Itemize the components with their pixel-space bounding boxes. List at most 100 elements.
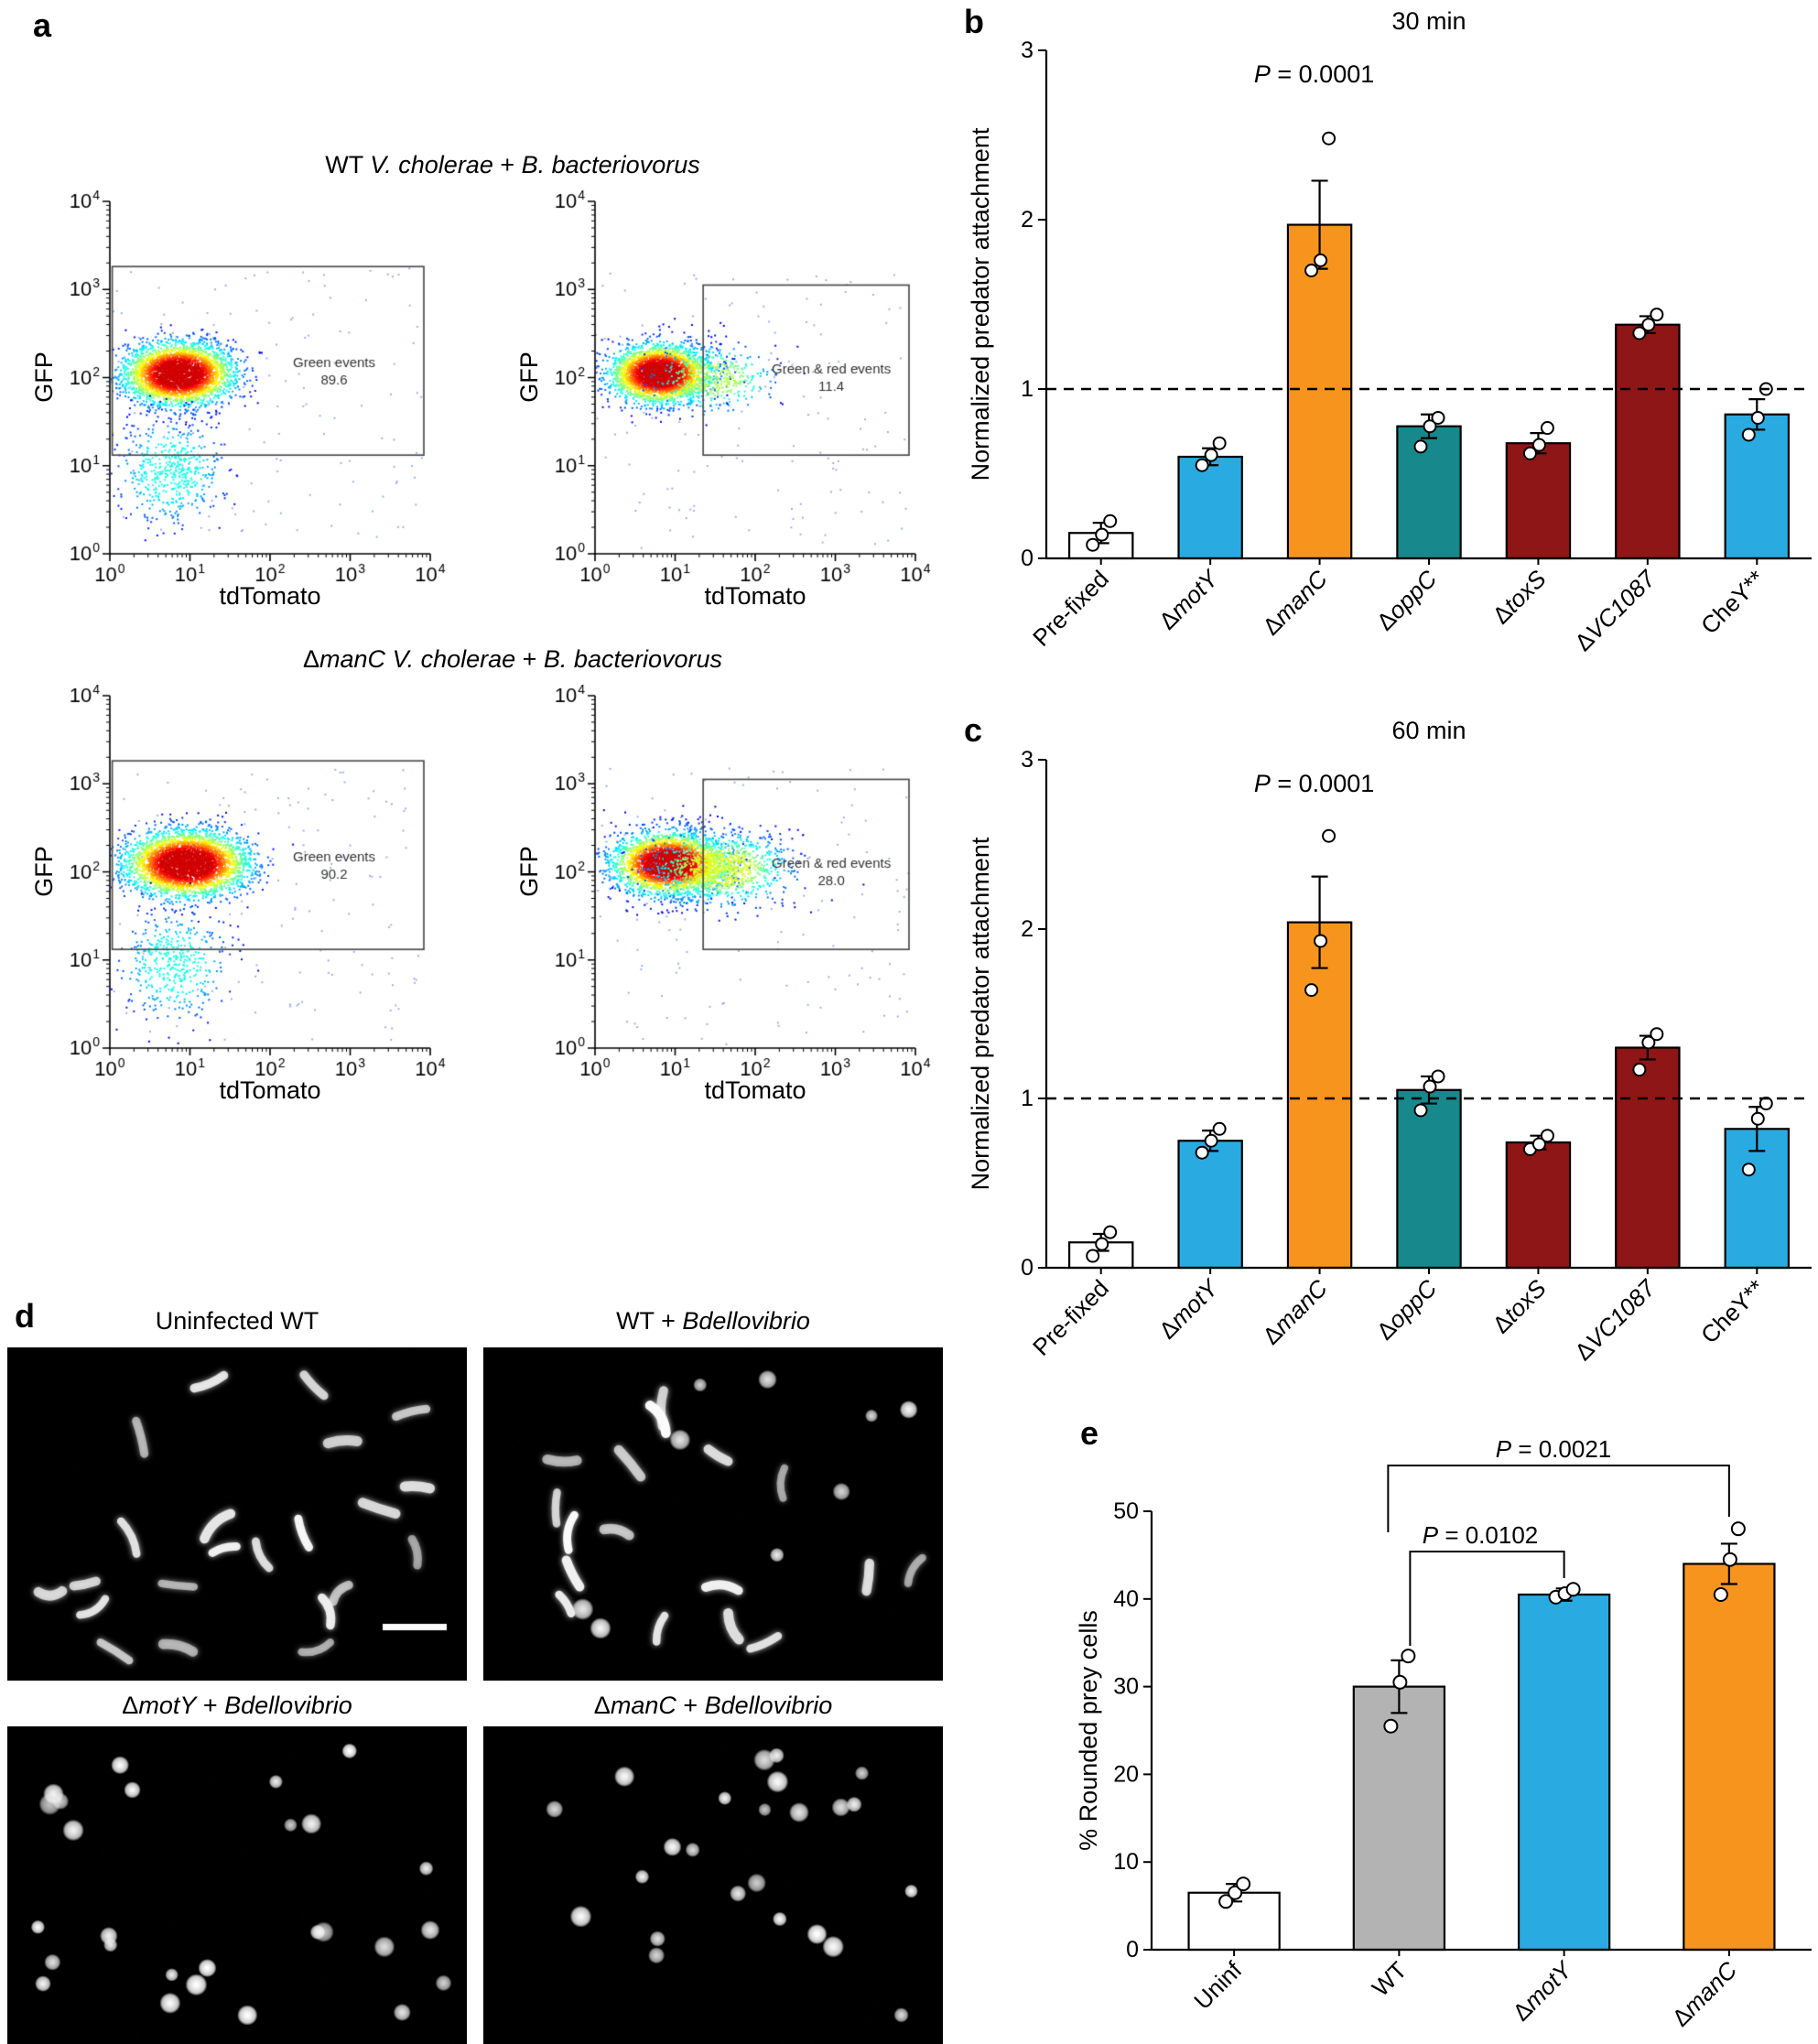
p-text: = 0.0021 xyxy=(1511,1435,1611,1463)
title-text: + xyxy=(492,151,522,178)
flow-row-title-manc: ΔmanC V. cholerae + B. bacteriovorus xyxy=(110,644,915,674)
y-axis-title: Normalized predator attachment xyxy=(967,127,994,481)
data-point xyxy=(1750,1111,1765,1126)
data-point xyxy=(1086,1249,1100,1263)
gfp-axis-label: GFP xyxy=(30,846,58,897)
bar xyxy=(1177,1140,1243,1270)
data-point xyxy=(1392,1674,1408,1690)
data-point xyxy=(1314,934,1328,948)
p-value-label: P = 0.0001 xyxy=(1254,60,1374,88)
title-text xyxy=(385,645,393,673)
title-text: Δ xyxy=(593,1692,611,1719)
category-label: ΔmotY xyxy=(1153,564,1225,635)
category-label: ΔoppC xyxy=(1371,565,1443,636)
title-text: V. cholerae xyxy=(392,645,516,673)
data-point xyxy=(1383,1718,1399,1734)
category-label: Uninf xyxy=(1188,1955,1248,2015)
micrograph-moty-bdellovibrio xyxy=(7,1726,467,2044)
data-point xyxy=(1304,983,1319,998)
panel-label-a: a xyxy=(33,6,52,44)
data-point xyxy=(1565,1582,1581,1597)
category-label: ΔVC1087 xyxy=(1569,1273,1661,1366)
flow-plot-wt-red-gate xyxy=(524,190,931,616)
significance-bracket xyxy=(1409,1551,1565,1646)
data-point xyxy=(1632,1063,1647,1077)
data-point xyxy=(1401,1649,1416,1664)
y-tick-label: 50 xyxy=(1113,1498,1139,1524)
title-text: Δ xyxy=(122,1692,139,1719)
bar xyxy=(1505,442,1572,560)
tdtomato-axis-label: tdTomato xyxy=(704,582,806,610)
title-text: + xyxy=(676,1692,705,1719)
chart-title: 60 min xyxy=(1391,717,1466,744)
micrograph-title-moty-bdellovibrio: ΔmotY + Bdellovibrio xyxy=(7,1692,467,1719)
data-point xyxy=(1218,1894,1234,1909)
data-point xyxy=(1103,514,1118,528)
data-point xyxy=(1741,1163,1756,1177)
micrograph-title-manc-bdellovibrio: ΔmanC + Bdellovibrio xyxy=(483,1692,943,1719)
bar xyxy=(1352,1685,1446,1952)
y-tick-label: 3 xyxy=(1021,747,1033,773)
title-text: Bdellovibrio xyxy=(224,1692,352,1719)
category-label: ΔmanC xyxy=(1257,1274,1333,1350)
title-text: Δ xyxy=(302,645,320,673)
bar xyxy=(1286,223,1353,560)
data-point xyxy=(1730,1521,1746,1537)
category-label-part: manC xyxy=(1269,565,1333,629)
title-text: + xyxy=(515,645,544,673)
category-label-part: Pre-fixed xyxy=(1027,565,1114,652)
p-text: = 0.0001 xyxy=(1271,770,1374,797)
category-label-part: CheY** xyxy=(1695,1274,1770,1349)
panel-label-d: d xyxy=(15,1297,35,1335)
p-value-label: P = 0.0102 xyxy=(1423,1521,1539,1549)
data-point xyxy=(1531,438,1546,452)
panel-label-c: c xyxy=(964,711,983,749)
data-point xyxy=(1632,326,1647,341)
data-point xyxy=(1322,828,1336,843)
category-label: ΔtoxS xyxy=(1487,565,1552,630)
data-point xyxy=(1236,1876,1251,1892)
bar xyxy=(1683,1563,1776,1952)
title-text: B. bacteriovorus xyxy=(543,645,723,673)
data-point xyxy=(1431,410,1445,425)
flow-row-title-wt: WT V. cholerae + B. bacteriovorus xyxy=(110,150,915,179)
bar xyxy=(1615,1046,1681,1270)
category-label: ΔmanC xyxy=(1257,565,1333,641)
micrograph-wt-bdellovibrio xyxy=(483,1347,943,1681)
bar xyxy=(1615,323,1681,560)
data-point xyxy=(1195,1145,1209,1160)
y-axis-title: % Rounded prey cells xyxy=(1075,1610,1102,1851)
data-point xyxy=(1204,448,1218,462)
category-label: ΔmotY xyxy=(1507,1955,1578,2027)
y-axis-title: Normalized predator attachment xyxy=(967,837,994,1190)
p-symbol: P xyxy=(1496,1435,1512,1463)
significance-bracket xyxy=(1387,1465,1730,1532)
title-text: manC xyxy=(319,645,386,673)
data-point xyxy=(1650,308,1664,322)
bar xyxy=(1724,413,1791,560)
panel-label-e: e xyxy=(1080,1414,1099,1452)
bar-chart-rounded-prey: % Rounded prey cells 0 10 20 30 40 50 Uninf WT Δm… xyxy=(1075,1435,1812,2032)
category-label: Pre-fixed xyxy=(1027,1274,1114,1361)
title-text: + xyxy=(196,1692,225,1719)
category-label-part: manC xyxy=(1678,1956,1742,2020)
category-label: Pre-fixed xyxy=(1027,565,1114,652)
category-label-part: WT xyxy=(1367,1956,1412,2002)
data-point xyxy=(1540,1129,1554,1143)
bar xyxy=(1396,1088,1462,1270)
data-point xyxy=(1304,264,1319,277)
category-label: ΔVC1087 xyxy=(1569,564,1661,656)
title-text: WT + xyxy=(616,1307,683,1335)
p-symbol: P xyxy=(1423,1521,1439,1549)
data-point xyxy=(1228,1885,1243,1900)
title-text: Bdellovibrio xyxy=(704,1692,833,1719)
category-label-part: VC1087 xyxy=(1580,564,1661,645)
data-point xyxy=(1095,527,1109,542)
data-point xyxy=(1212,436,1227,450)
data-point xyxy=(1650,1027,1664,1042)
data-point xyxy=(1641,1035,1656,1050)
data-point xyxy=(1322,131,1336,146)
micrograph-uninfected-wt xyxy=(7,1347,467,1681)
data-point xyxy=(1413,1103,1428,1118)
data-point xyxy=(1103,1225,1118,1239)
